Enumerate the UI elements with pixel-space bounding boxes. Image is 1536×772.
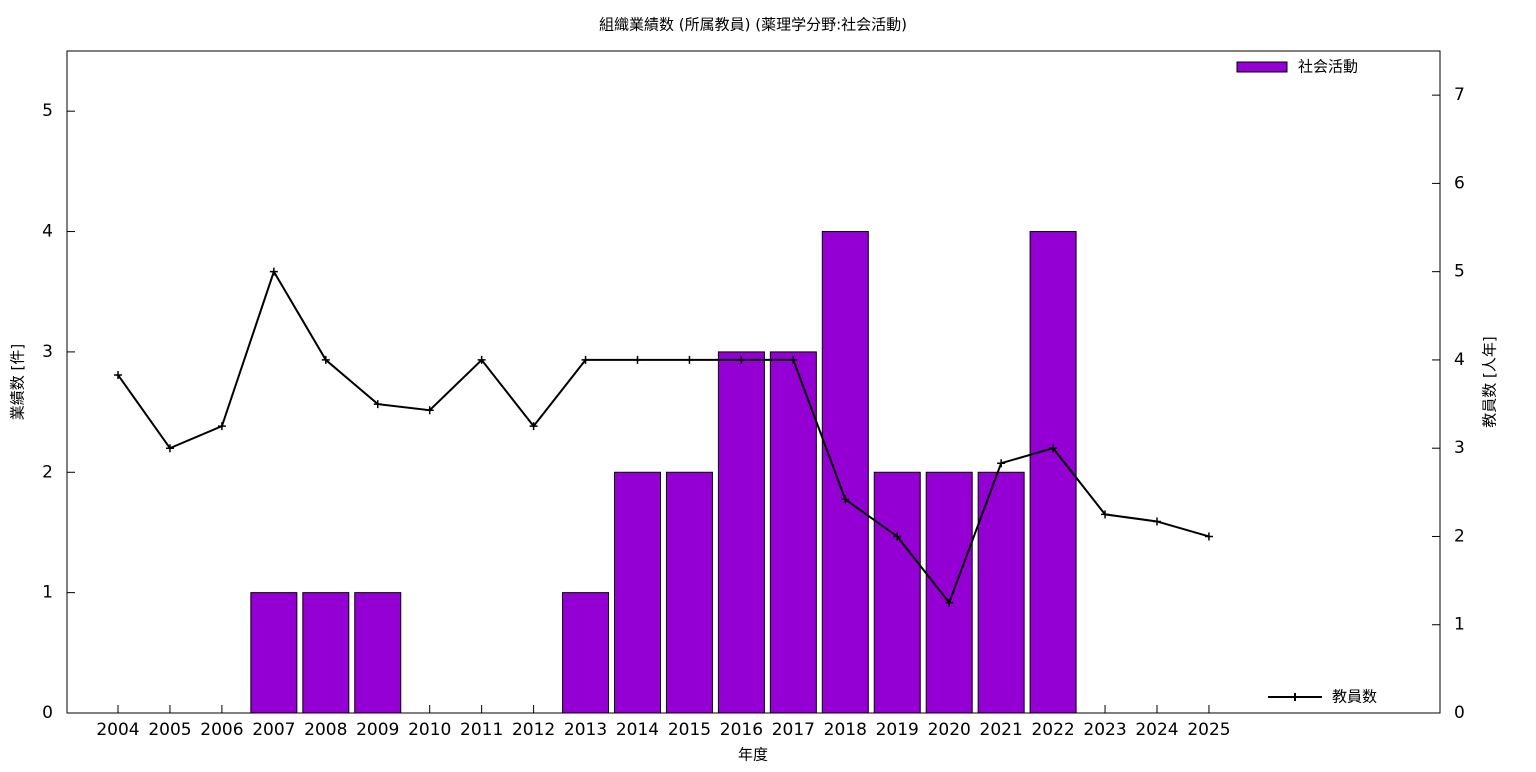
point (1153, 517, 1161, 526)
point (633, 355, 642, 364)
point (1204, 532, 1213, 541)
legend-swatch (1268, 693, 1322, 701)
x-tick-label: 2018 (824, 720, 867, 740)
bar (354, 592, 402, 714)
legend-swatch (1236, 61, 1288, 73)
point (997, 459, 1006, 468)
legend-label: 教員数 (1332, 688, 1377, 706)
point (789, 355, 798, 364)
x-tick-label: 2024 (1135, 720, 1178, 740)
point (945, 598, 954, 607)
bar (1029, 231, 1077, 714)
point (1049, 444, 1058, 453)
point (529, 422, 538, 431)
bar (769, 351, 817, 714)
line (117, 269, 1210, 605)
bar (873, 471, 921, 714)
point (217, 422, 226, 431)
y2-tick-label: 4 (1454, 350, 1465, 370)
bar (665, 471, 713, 714)
legend-label: 社会活動 (1298, 58, 1358, 76)
point (737, 355, 746, 364)
y2-axis-label: 教員数 [人年] (1481, 336, 1499, 427)
point (841, 495, 850, 504)
point (269, 267, 278, 276)
x-tick-label: 2011 (460, 720, 503, 740)
point (685, 355, 694, 364)
x-tick-label: 2013 (564, 720, 607, 740)
x-tick-label: 2012 (512, 720, 555, 740)
point (321, 355, 330, 364)
y2-tick-label: 2 (1454, 526, 1465, 546)
bar (821, 231, 869, 714)
y2-tick-label: 1 (1454, 615, 1465, 635)
bar (614, 471, 661, 714)
chart-title: 組織業績数 (所属教員) (薬理学分野:社会活動) (599, 16, 907, 34)
x-tick-label: 2014 (616, 720, 659, 740)
y-tick-label: 5 (42, 101, 53, 121)
y-axis-label: 業績数 [件] (9, 344, 27, 420)
y2-tick-label: 7 (1454, 85, 1465, 105)
bar (562, 592, 610, 714)
y-tick-label: 4 (42, 222, 53, 242)
x-tick-label: 2021 (980, 720, 1023, 740)
y2-tick-label: 0 (1454, 703, 1465, 723)
bar (250, 592, 298, 714)
bar (977, 471, 1025, 714)
x-tick-label: 2017 (772, 720, 815, 740)
point (373, 400, 382, 409)
x-tick-label: 2015 (668, 720, 711, 740)
x-tick-label: 2004 (96, 720, 139, 740)
y2-tick-label: 6 (1454, 173, 1465, 193)
x-tick-label: 2022 (1031, 720, 1074, 740)
bar (717, 351, 765, 714)
y-tick-label: 1 (42, 583, 53, 603)
x-axis-label: 年度 (738, 746, 768, 764)
point (425, 406, 434, 415)
point (1101, 510, 1110, 519)
y2-tick-label: 3 (1454, 438, 1465, 458)
x-tick-label: 2009 (356, 720, 399, 740)
point (893, 532, 902, 541)
x-tick-label: 2010 (408, 720, 451, 740)
x-tick-label: 2007 (252, 720, 295, 740)
bar (302, 592, 350, 714)
point (581, 355, 590, 364)
point (165, 444, 174, 453)
y-tick-label: 2 (42, 462, 53, 482)
x-tick-label: 2008 (304, 720, 347, 740)
x-tick-label: 2016 (720, 720, 763, 740)
x-tick-label: 2025 (1187, 720, 1230, 740)
x-tick-label: 2023 (1083, 720, 1126, 740)
bar (925, 471, 973, 714)
y-tick-label: 0 (42, 703, 53, 723)
y2-tick-label: 5 (1454, 262, 1465, 282)
x-tick-label: 2020 (928, 720, 971, 740)
x-tick-label: 2019 (876, 720, 919, 740)
x-tick-label: 2005 (148, 720, 191, 740)
point (114, 370, 122, 379)
x-tick-label: 2006 (200, 720, 243, 740)
point (477, 355, 486, 364)
y-tick-label: 3 (42, 342, 53, 362)
